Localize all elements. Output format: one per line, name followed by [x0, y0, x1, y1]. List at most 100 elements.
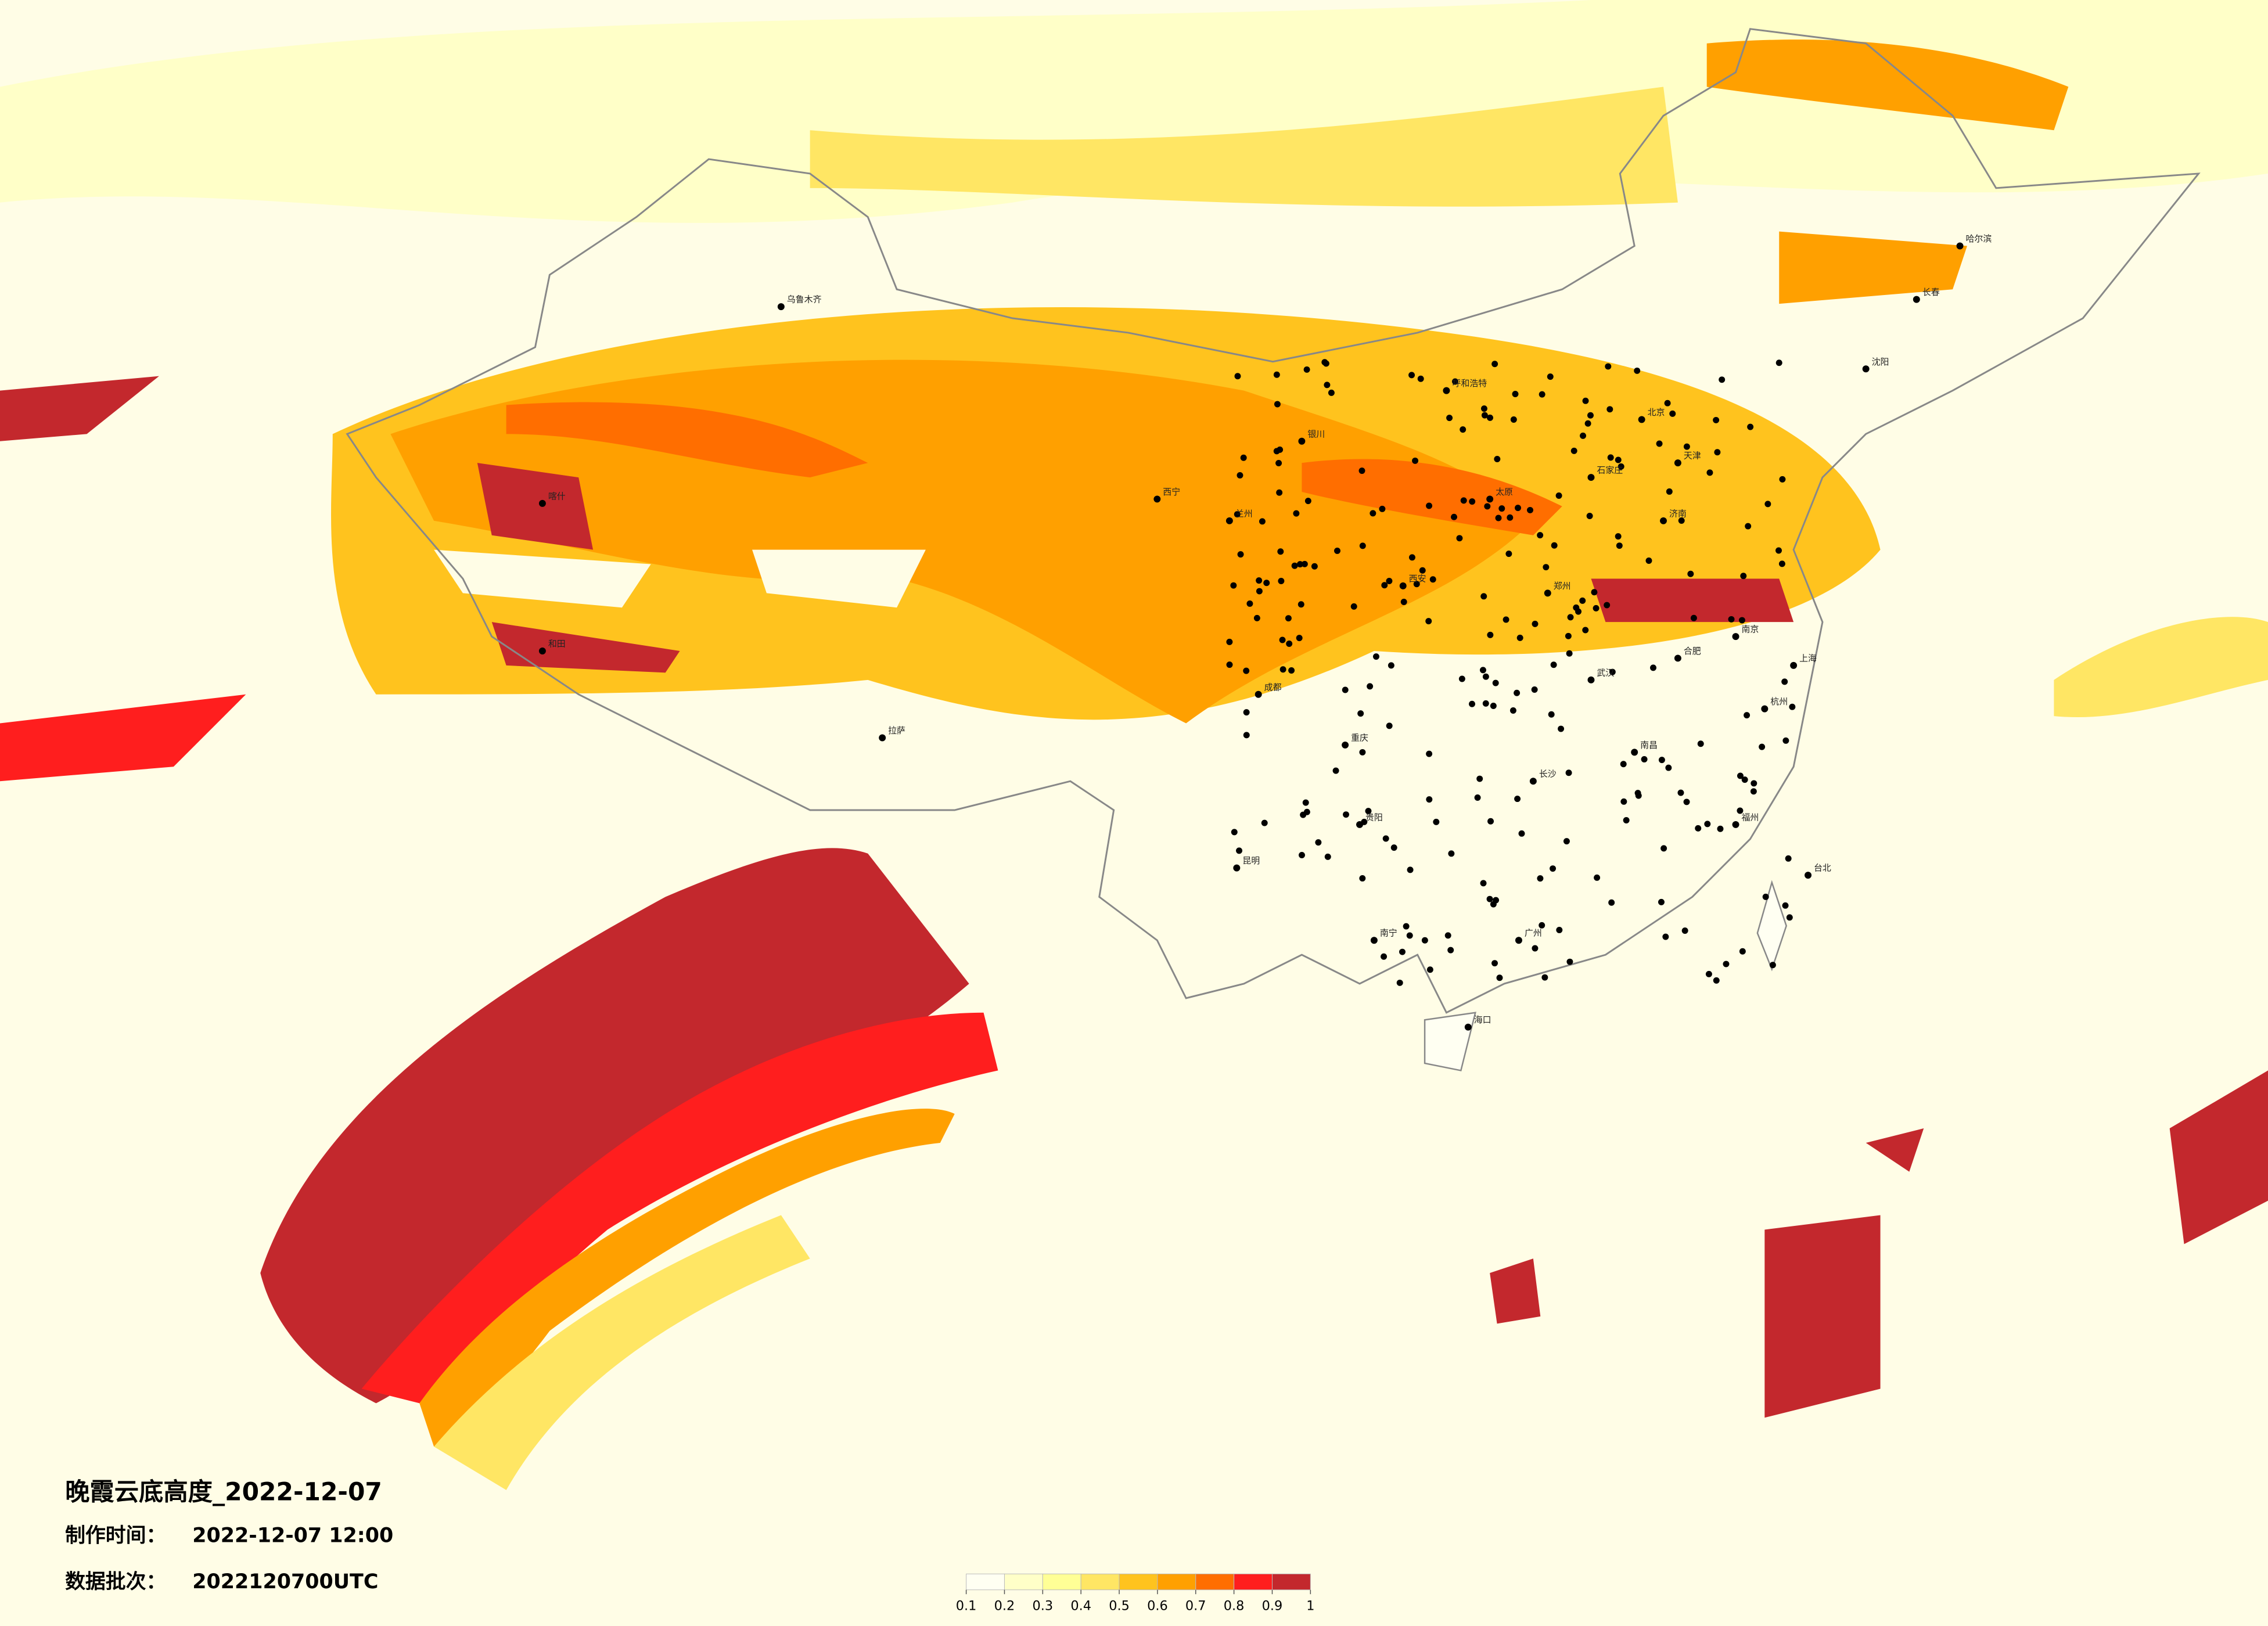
station-dot: [1487, 414, 1493, 421]
city-dot: [1862, 365, 1870, 373]
city-dot: [1356, 821, 1363, 828]
station-dot: [1382, 835, 1389, 842]
station-dot: [1293, 510, 1300, 517]
station-dot: [1551, 542, 1558, 549]
station-dot: [1400, 599, 1407, 606]
city-label: 福州: [1741, 812, 1759, 822]
batch-label: 数据批次：: [65, 1570, 166, 1593]
station-dot: [1370, 510, 1376, 517]
station-dot: [1426, 502, 1433, 509]
station-dot: [1417, 375, 1424, 382]
station-dot: [1482, 673, 1489, 680]
station-dot: [1662, 933, 1669, 940]
city-label: 和田: [548, 639, 566, 649]
colorbar-tick-label: 1: [1306, 1599, 1314, 1614]
station-dot: [1573, 604, 1580, 611]
station-dot: [1315, 839, 1322, 846]
station-dot: [1737, 772, 1744, 779]
colorbar-swatch: [1157, 1573, 1196, 1591]
station-dot: [1660, 845, 1667, 852]
city-label: 太原: [1496, 487, 1513, 497]
colorbar-tick-label: 0.6: [1147, 1599, 1168, 1614]
station-dot: [1514, 796, 1521, 803]
city-dot: [1443, 387, 1450, 394]
station-dot: [1429, 576, 1436, 583]
station-dot: [1243, 732, 1250, 739]
station-dot: [1274, 401, 1281, 408]
station-dot: [1762, 893, 1769, 900]
station-dot: [1579, 597, 1586, 604]
station-dot: [1492, 679, 1499, 686]
station-dot: [1607, 454, 1614, 461]
station-dot: [1541, 974, 1548, 981]
colorbar-swatch: [966, 1573, 1005, 1591]
station-dot: [1386, 578, 1393, 585]
station-dot: [1608, 899, 1615, 906]
station-dot: [1278, 578, 1285, 584]
station-dot: [1678, 517, 1685, 524]
station-dot: [1591, 589, 1598, 596]
station-dot: [1451, 378, 1458, 385]
city-label: 台北: [1814, 863, 1831, 873]
city-label: 贵阳: [1365, 812, 1383, 822]
station-dot: [1480, 880, 1487, 887]
station-dot: [1396, 979, 1403, 986]
station-dot: [1495, 515, 1502, 521]
station-dot: [1634, 367, 1641, 374]
station-dot: [1358, 467, 1365, 474]
station-dot: [1764, 501, 1771, 508]
cloud-patch: [434, 1215, 810, 1490]
city-dot: [879, 734, 886, 742]
station-dot: [1615, 456, 1622, 463]
station-dot: [1620, 761, 1627, 768]
station-dot: [1503, 616, 1509, 623]
city-label: 武汉: [1597, 667, 1614, 678]
station-dot: [1527, 506, 1533, 513]
cloud-patch: [0, 0, 2268, 223]
city-label: 拉萨: [888, 725, 905, 736]
station-dot: [1350, 603, 1357, 610]
station-dot: [1618, 463, 1624, 470]
station-dot: [1425, 618, 1432, 625]
station-dot: [1256, 588, 1263, 595]
colorbar-tick-label: 0.5: [1109, 1599, 1130, 1614]
cloud-patch: [810, 87, 1678, 207]
city-dot: [1674, 654, 1681, 662]
station-dot: [1407, 866, 1414, 873]
city-dot: [1761, 705, 1769, 713]
station-dot: [1677, 789, 1684, 796]
station-dot: [1231, 829, 1238, 836]
station-dot: [1516, 634, 1523, 641]
station-dot: [1458, 675, 1465, 682]
cloud-layer: [0, 0, 2268, 1490]
station-dot: [1456, 535, 1463, 542]
station-dot: [1381, 953, 1388, 960]
city-dot: [1529, 778, 1537, 785]
city-label: 北京: [1648, 407, 1665, 418]
station-dot: [1234, 373, 1241, 380]
city-dot: [1399, 582, 1407, 589]
station-dot: [1605, 363, 1612, 370]
station-dot: [1565, 769, 1572, 776]
station-dot: [1782, 902, 1789, 909]
station-dot: [1705, 970, 1712, 977]
city-dot: [1486, 495, 1494, 503]
station-dot: [1277, 548, 1284, 555]
station-dot: [1490, 703, 1497, 709]
station-dot: [1697, 740, 1704, 747]
station-dot: [1481, 412, 1488, 419]
station-dot: [1286, 641, 1293, 647]
city-label: 兰州: [1235, 508, 1253, 519]
station-dot: [1687, 570, 1694, 577]
station-dot: [1566, 958, 1573, 965]
station-dot: [1259, 518, 1266, 525]
station-dot: [1261, 819, 1268, 826]
station-dot: [1616, 542, 1623, 549]
station-dot: [1550, 661, 1557, 668]
city-dot: [1225, 517, 1233, 524]
station-dot: [1665, 764, 1672, 771]
station-dot: [1751, 780, 1757, 787]
station-dot: [1580, 432, 1587, 439]
station-dot: [1532, 945, 1539, 952]
station-dot: [1714, 449, 1721, 456]
